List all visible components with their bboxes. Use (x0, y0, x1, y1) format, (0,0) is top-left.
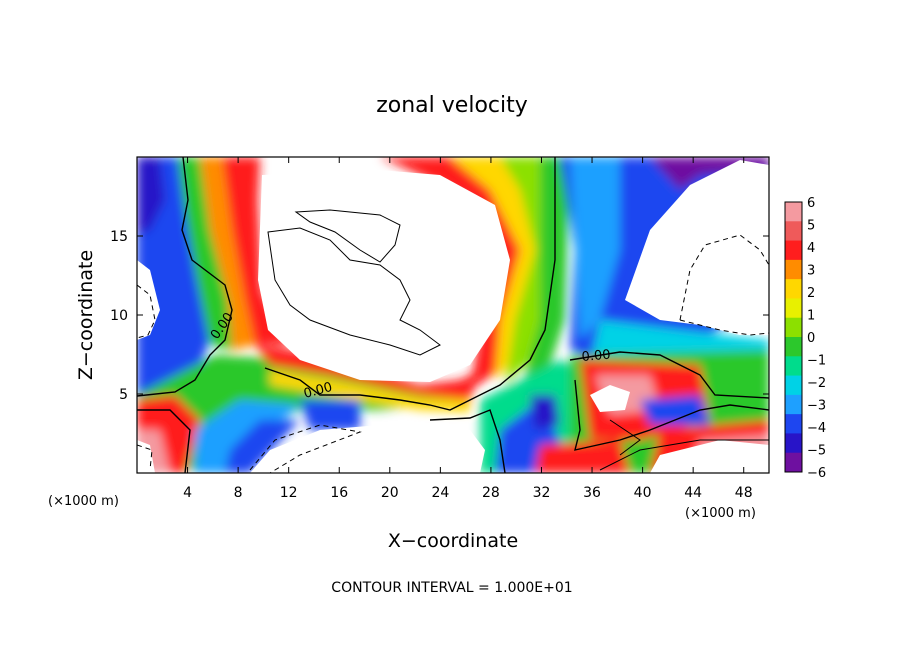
y-tick-label: 15 (110, 229, 128, 245)
x-tick-label: 12 (280, 485, 298, 501)
colorbar-swatch (785, 394, 802, 415)
colorbar-swatch (785, 452, 802, 473)
colorbar-label: −3 (807, 399, 826, 414)
colorbar-frame (784, 201, 803, 473)
contour-label-1: 0.00 (302, 380, 334, 402)
y-tick-label: 5 (119, 387, 128, 403)
colorbar-label: −4 (807, 421, 826, 436)
x-tick-label: 32 (533, 485, 551, 501)
x-tick-label: 36 (583, 485, 601, 501)
x-tick-label: 16 (330, 485, 348, 501)
colorbar-swatch (785, 221, 802, 242)
x-tick-label: 48 (735, 485, 753, 501)
y-ticks: 5 10 15 (110, 229, 769, 403)
colorbar-label: 5 (807, 219, 815, 234)
x-unit-left: (×1000 m) (48, 494, 119, 509)
colorbar-swatch (785, 240, 802, 261)
colorbar-label: 1 (807, 309, 815, 324)
colorbar-label: 0 (807, 331, 815, 346)
velocity-field: 0.00 0.00 0.00 (137, 157, 769, 473)
colorbar-swatch (785, 317, 802, 338)
colorbar-swatch (785, 414, 802, 434)
colorbar-label: −5 (807, 444, 826, 459)
x-ticks: 4 8 12 16 20 24 28 32 36 40 44 48 (183, 157, 753, 501)
colorbar-label: −1 (807, 354, 826, 369)
x-axis-label: X−coordinate (388, 530, 518, 552)
y-tick-label: 10 (110, 308, 128, 324)
y-axis-label: Z−coordinate (75, 250, 97, 380)
x-unit-right: (×1000 m) (685, 506, 756, 521)
colorbar-swatch (785, 259, 802, 280)
x-tick-label: 28 (482, 485, 500, 501)
x-tick-label: 8 (234, 485, 243, 501)
x-tick-label: 40 (634, 485, 652, 501)
colorbar-label: −2 (807, 376, 826, 391)
x-tick-label: 4 (183, 485, 192, 501)
colorbar-label: 2 (807, 286, 815, 301)
colorbar-swatch (785, 356, 802, 377)
colorbar-swatch (785, 298, 802, 319)
colorbar-label: 3 (807, 264, 815, 279)
colorbar-swatch (785, 375, 802, 396)
x-tick-label: 20 (381, 485, 399, 501)
x-tick-label: 24 (431, 485, 449, 501)
colorbar-label: 4 (807, 241, 815, 256)
colorbar-label: 6 (807, 196, 815, 211)
colorbar: 6 5 4 3 2 1 0 −1 −2 −3 −4 −5 −6 (784, 196, 826, 481)
colorbar-swatch (785, 337, 802, 357)
contour-interval: CONTOUR INTERVAL = 1.000E+01 (331, 580, 572, 596)
colorbar-swatch (785, 433, 802, 454)
colorbar-swatch (785, 202, 802, 222)
chart-title: zonal velocity (376, 93, 528, 118)
contour-label-2: 0.00 (581, 348, 611, 365)
colorbar-swatch (785, 279, 802, 299)
x-tick-label: 44 (684, 485, 702, 501)
colorbar-label: −6 (807, 466, 826, 481)
